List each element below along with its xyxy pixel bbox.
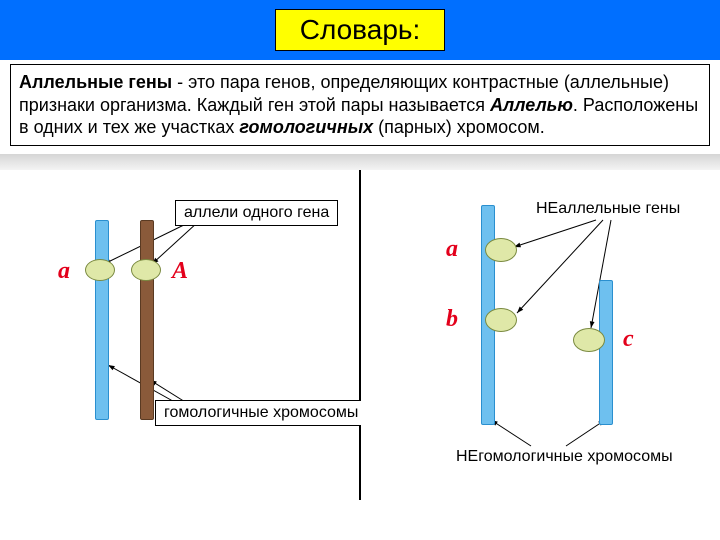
right-gene-c: [573, 328, 605, 352]
definition-term: Аллельные гены: [19, 72, 172, 92]
definition-box: Аллельные гены - это пара генов, определ…: [10, 64, 710, 146]
left-gene-A: [131, 259, 161, 281]
definition-italic-1: Аллелью: [490, 95, 573, 115]
left-gene-a: [85, 259, 115, 281]
title-box: Словарь:: [275, 9, 446, 51]
left-chromosome-1: [95, 220, 109, 420]
right-bottom-label: НЕгомологичные хромосомы: [456, 448, 673, 466]
left-letter-A: A: [172, 258, 188, 285]
definition-italic-2: гомологичных: [239, 117, 373, 137]
diagrams-row: a Aаллели одного гена гомологичные хромосо…: [0, 170, 720, 500]
right-chromosome-2: [599, 280, 613, 425]
right-gene-a: [485, 238, 517, 262]
shade-bar: [0, 154, 720, 170]
left-letter-a: a: [58, 258, 70, 285]
left-panel: aAаллели одного генагомологичные хромосо…: [0, 170, 359, 500]
title-text: Словарь:: [300, 14, 421, 45]
right-letter-a: a: [446, 236, 458, 263]
right-letter-b: b: [446, 306, 458, 333]
right-panel: a b c НЕаллельные гены НЕгомологичные хромос…: [361, 170, 720, 500]
definition-text-3: (парных) хромосом.: [373, 117, 545, 137]
right-top-label: НЕаллельные гены: [536, 200, 680, 218]
right-letter-c: c: [623, 326, 634, 353]
right-gene-b: [485, 308, 517, 332]
left-chromosome-2: [140, 220, 154, 420]
left-bottom-label: гомологичные хромосомы: [155, 400, 367, 426]
header-band: Словарь:: [0, 0, 720, 60]
left-top-label: аллели одного гена: [175, 200, 338, 226]
